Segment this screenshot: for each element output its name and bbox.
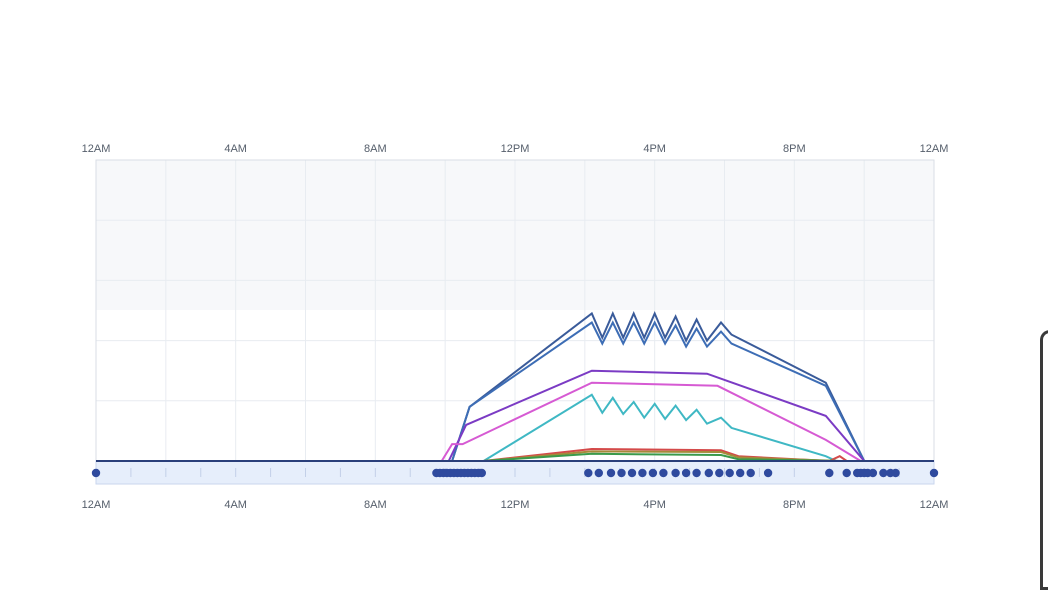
event-marker: [891, 468, 900, 478]
event-marker: [929, 468, 939, 478]
top-tick-label: 12PM: [501, 143, 530, 155]
series-line-2: [96, 320, 934, 462]
event-marker: [842, 468, 851, 478]
event-marker: [617, 468, 626, 478]
bottom-tick-label: 12AM: [82, 499, 111, 511]
series-line-1: [96, 310, 934, 462]
top-tick-label: 4AM: [224, 143, 247, 155]
chart-canvas: 12AM 4AM 8AM 12PM 4PM 8PM 12AM 12AM 4AM 8AM 12PM 4…: [82, 143, 949, 511]
event-marker: [879, 468, 888, 478]
event-marker: [704, 468, 713, 478]
event-marker: [825, 468, 834, 478]
top-tick-label: 12AM: [920, 143, 949, 155]
event-marker: [627, 468, 637, 478]
event-marker: [584, 468, 593, 478]
bottom-tick-label: 12AM: [920, 499, 949, 511]
bottom-tick-label: 4PM: [643, 499, 666, 511]
event-marker: [648, 468, 658, 478]
top-tick-label: 4PM: [643, 143, 666, 155]
event-marker: [606, 468, 616, 478]
series-line-5: [96, 393, 934, 462]
event-marker: [681, 468, 691, 478]
event-marker: [763, 468, 773, 478]
top-x-axis: 12AM 4AM 8AM 12PM 4PM 8PM 12AM: [82, 143, 949, 155]
top-tick-label: 8PM: [783, 143, 806, 155]
event-marker: [91, 468, 101, 478]
event-marker: [746, 468, 755, 478]
event-markers: [91, 468, 939, 478]
series-line-3: [96, 369, 934, 462]
event-marker: [715, 468, 724, 478]
event-marker: [477, 468, 486, 478]
top-tick-label: 8AM: [364, 143, 387, 155]
series-lines: [96, 310, 934, 463]
bottom-tick-label: 4AM: [224, 499, 247, 511]
series-line-4: [96, 381, 934, 462]
bottom-x-axis: 12AM 4AM 8AM 12PM 4PM 8PM 12AM: [82, 499, 949, 511]
side-panel-edge: [1040, 330, 1048, 590]
event-marker: [736, 468, 745, 478]
event-marker: [638, 468, 647, 478]
top-tick-label: 12AM: [82, 143, 111, 155]
grid-lines: [96, 160, 934, 461]
event-marker: [868, 468, 878, 478]
bottom-tick-label: 12PM: [501, 499, 530, 511]
bottom-tick-label: 8PM: [783, 499, 806, 511]
event-marker: [594, 468, 603, 478]
event-marker: [671, 468, 680, 478]
event-marker: [725, 468, 734, 478]
timeline-chart: 12AM 4AM 8AM 12PM 4PM 8PM 12AM 12AM 4AM 8AM 12PM 4…: [82, 143, 1048, 590]
event-marker: [692, 468, 701, 478]
bottom-tick-label: 8AM: [364, 499, 387, 511]
event-marker: [659, 468, 668, 478]
